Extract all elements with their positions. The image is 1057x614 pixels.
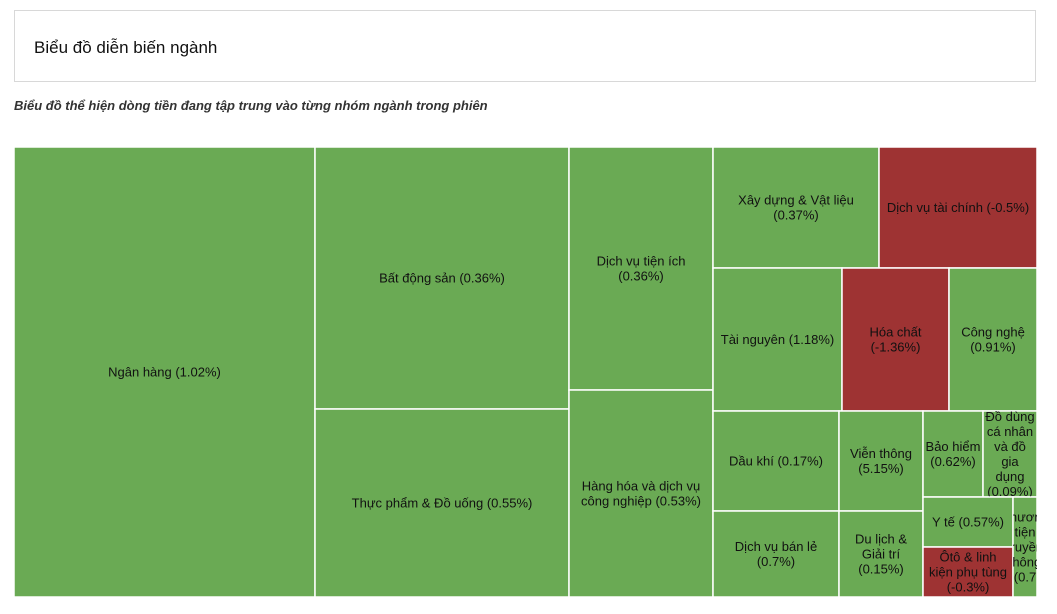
treemap-label-line: Xây dựng & Vật liệu (738, 193, 854, 208)
treemap-label-line: Bảo hiểm (926, 439, 981, 454)
treemap-label: Xây dựng & Vật liệu (0.37%) (738, 193, 854, 223)
treemap-label: Viễn thông (5.15%) (850, 446, 912, 476)
treemap-label-line: dụng (996, 469, 1025, 484)
treemap-label: Y tế (0.57%) (932, 515, 1004, 530)
treemap-rect[interactable] (568, 389, 714, 597)
treemap-label: Đồ dùng cá nhân và đồ gia dụng (0.09%) (985, 409, 1034, 499)
treemap-rect[interactable] (922, 546, 1014, 597)
treemap-label: Thực phẩm & Đồ uống (0.55%) (352, 496, 533, 511)
treemap-label: Dịch vụ tiện ích (0.36%) (597, 254, 686, 284)
treemap-label: Phươngtiệntruyềnthông(0.7 (1001, 510, 1037, 585)
treemap-tile-16[interactable]: Du lịch & Giải trí (0.15%) (838, 510, 924, 597)
treemap-label-line: (0.36%) (618, 269, 664, 284)
treemap-label-line: công nghiệp (0.53%) (581, 494, 701, 509)
treemap-label: Dầu khí (0.17%) (729, 454, 823, 469)
treemap-label-line: thông (1009, 555, 1037, 570)
treemap-tile-7[interactable]: Dịch vụ tài chính (-0.5%) (878, 147, 1037, 269)
treemap-label-line: Công nghệ (961, 325, 1025, 340)
treemap-label: Du lịch & Giải trí (0.15%) (855, 532, 907, 577)
treemap-tile-4[interactable]: Dịch vụ tiện ích (0.36%) (568, 147, 714, 391)
treemap-rect[interactable] (838, 410, 924, 512)
treemap-label-line: (0.09%) (987, 484, 1033, 499)
treemap-label: Hóa chất (-1.36%) (869, 325, 921, 355)
treemap-rect[interactable] (314, 147, 570, 410)
treemap-label-line: Hóa chất (869, 325, 921, 340)
treemap-label: Bất động sản (0.36%) (379, 271, 505, 286)
treemap-tile-14[interactable]: Đồ dùng cá nhân và đồ gia dụng (0.09%) (982, 409, 1037, 499)
treemap-tile-5[interactable]: Hàng hóa và dịch vụ công nghiệp (0.53%) (568, 389, 714, 597)
treemap-label-line: Viễn thông (850, 446, 912, 461)
treemap-tile-3[interactable]: Thực phẩm & Đồ uống (0.55%) (314, 408, 570, 597)
treemap-rect[interactable] (841, 267, 950, 412)
treemap-label-line: Dịch vụ bán lẻ (735, 539, 817, 554)
treemap-tile-2[interactable]: Bất động sản (0.36%) (314, 147, 570, 410)
treemap-label-line: (0.62%) (930, 454, 976, 469)
page-title: Biểu đồ diễn biến ngành (34, 38, 218, 57)
treemap-tile-17[interactable]: Y tế (0.57%) (922, 496, 1014, 548)
treemap-tile-8[interactable]: Tài nguyên (1.18%) (712, 267, 843, 412)
treemap-label-line: truyền (1007, 540, 1037, 555)
treemap-tile-11[interactable]: Dầu khí (0.17%) (712, 410, 840, 512)
treemap-label-line: Ngân hàng (1.02%) (108, 365, 221, 380)
treemap-label-line: Ôtô & linh (939, 550, 996, 565)
treemap-label-line: (0.7 (1014, 570, 1036, 585)
treemap-label: Công nghệ (0.91%) (961, 325, 1025, 355)
treemap-label-line: Phương (1001, 510, 1037, 525)
treemap-label-line: Hàng hóa và dịch vụ (582, 479, 701, 494)
treemap-label-line: Dầu khí (0.17%) (729, 454, 823, 469)
treemap-tile-1[interactable]: Ngân hàng (1.02%) (14, 147, 316, 597)
treemap-rect[interactable] (14, 147, 316, 597)
treemap-label-line: Dịch vụ tài chính (-0.5%) (887, 200, 1029, 215)
treemap-label-line: cá nhân (987, 424, 1033, 439)
treemap-label-line: Y tế (0.57%) (932, 515, 1004, 530)
treemap-label-line: Đồ dùng (985, 409, 1034, 424)
treemap-tile-6[interactable]: Xây dựng & Vật liệu (0.37%) (712, 147, 880, 269)
treemap-label-line: (-1.36%) (871, 340, 921, 355)
treemap-tile-19[interactable]: Phươngtiệntruyềnthông(0.7 (1001, 496, 1037, 597)
treemap-label-line: Du lịch & (855, 532, 907, 547)
treemap-label-line: Bất động sản (0.36%) (379, 271, 505, 286)
treemap-label-line: (0.37%) (773, 208, 819, 223)
treemap-label-line: (0.15%) (858, 562, 904, 577)
treemap-label-line: Dịch vụ tiện ích (597, 254, 686, 269)
treemap-label-line: kiện phụ tùng (929, 565, 1007, 580)
treemap-label-line: (0.91%) (970, 340, 1016, 355)
treemap-label: Dịch vụ tài chính (-0.5%) (887, 200, 1029, 215)
treemap-label-line: tiện (1015, 525, 1036, 540)
treemap-label: Tài nguyên (1.18%) (721, 332, 834, 347)
treemap-rect[interactable] (314, 408, 570, 597)
treemap-tile-15[interactable]: Dịch vụ bán lẻ (0.7%) (712, 510, 840, 597)
treemap-label: Bảo hiểm (0.62%) (926, 439, 981, 469)
chart-subtitle: Biểu đồ thể hiện dòng tiền đang tập trun… (14, 98, 488, 113)
treemap-tile-9[interactable]: Hóa chất (-1.36%) (841, 267, 950, 412)
treemap-label: Ngân hàng (1.02%) (108, 365, 221, 380)
treemap-chart: Ngân hàng (1.02%) Bất động sản (0.36%) Thự… (14, 147, 1037, 597)
treemap-label-line: gia (1001, 454, 1019, 469)
treemap-rect[interactable] (568, 147, 714, 391)
treemap-label-line: Thực phẩm & Đồ uống (0.55%) (352, 496, 533, 511)
treemap-tile-10[interactable]: Công nghệ (0.91%) (948, 267, 1037, 412)
treemap-tile-13[interactable]: Bảo hiểm (0.62%) (922, 410, 984, 498)
treemap-rect[interactable] (922, 410, 984, 498)
treemap-rect[interactable] (948, 267, 1037, 412)
treemap-label-line: Giải trí (862, 547, 901, 562)
treemap-label: Dịch vụ bán lẻ (0.7%) (735, 539, 817, 569)
treemap-tile-18[interactable]: Ôtô & linh kiện phụ tùng (-0.3%) (922, 546, 1014, 597)
treemap-rect[interactable] (1012, 496, 1037, 597)
header-card: Biểu đồ diễn biến ngành (14, 10, 1036, 82)
treemap-tile-12[interactable]: Viễn thông (5.15%) (838, 410, 924, 512)
treemap-label-line: Tài nguyên (1.18%) (721, 332, 834, 347)
treemap-label-line: (5.15%) (858, 461, 904, 476)
treemap-label: Hàng hóa và dịch vụ công nghiệp (0.53%) (581, 479, 701, 509)
treemap-label-line: và đồ (994, 439, 1026, 454)
treemap-label-line: (-0.3%) (947, 580, 990, 595)
treemap-label-line: (0.7%) (757, 554, 795, 569)
treemap-svg: Ngân hàng (1.02%) Bất động sản (0.36%) Thự… (14, 147, 1037, 597)
treemap-label: Ôtô & linh kiện phụ tùng (-0.3%) (929, 550, 1007, 595)
treemap-rect[interactable] (712, 147, 880, 269)
